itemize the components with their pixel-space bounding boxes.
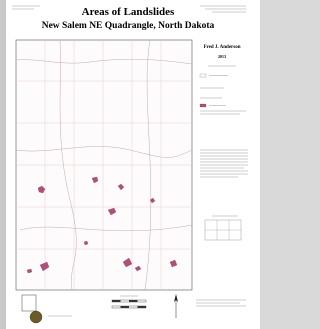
body: Areas of Landslides New Salem NE Quadran… [0, 0, 260, 329]
year: 2013 [218, 54, 226, 59]
map-title: Areas of Landslides [82, 6, 175, 18]
map-frame [16, 40, 192, 290]
legend-swatch [200, 104, 206, 107]
legend-swatch [200, 74, 206, 77]
map-sheet: Areas of Landslides New Salem NE Quadran… [0, 0, 260, 329]
map-subtitle: New Salem NE Quadrangle, North Dakota [42, 21, 215, 31]
survey-seal [30, 311, 42, 323]
page: {"header": {"title": "Areas of Landslide… [0, 0, 320, 329]
author: Fred J. Anderson [204, 45, 241, 50]
page-shadow [0, 0, 6, 329]
